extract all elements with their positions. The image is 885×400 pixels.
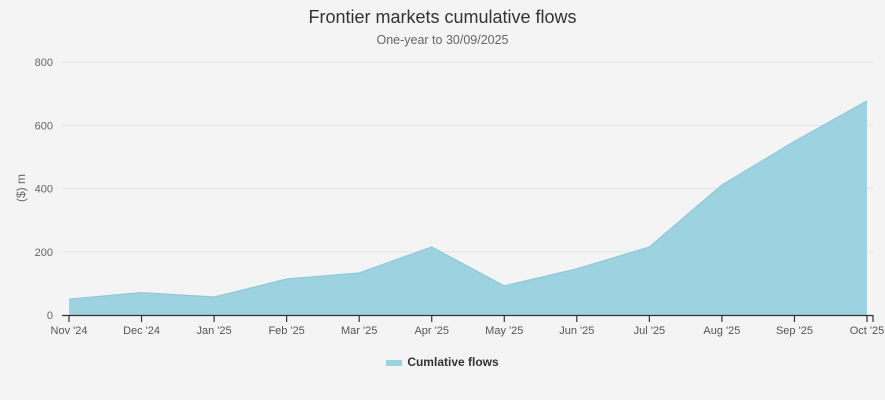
area-series[interactable] bbox=[69, 100, 867, 316]
x-tick-label: Mar '25 bbox=[341, 325, 377, 337]
legend-swatch-icon bbox=[386, 359, 403, 366]
x-tick-label: Sep '25 bbox=[776, 325, 813, 337]
x-tick-label: Oct '25 bbox=[850, 325, 885, 337]
chart-title: Frontier markets cumulative flows bbox=[308, 7, 577, 27]
x-tick-label: Nov '24 bbox=[51, 325, 88, 337]
y-tick-label: 200 bbox=[35, 247, 53, 259]
y-tick-label: 400 bbox=[35, 184, 53, 196]
x-tick-label: Jan '25 bbox=[197, 325, 232, 337]
x-tick-label: May '25 bbox=[485, 325, 523, 337]
y-tick-label: 800 bbox=[35, 57, 53, 69]
y-tick-label: 600 bbox=[35, 120, 53, 132]
x-tick-label: Apr '25 bbox=[414, 325, 449, 337]
x-tick-label: Aug '25 bbox=[703, 325, 740, 337]
x-tick-label: Feb '25 bbox=[268, 325, 304, 337]
legend[interactable]: Cumlative flows bbox=[0, 355, 885, 369]
chart-subtitle: One-year to 30/09/2025 bbox=[376, 33, 509, 47]
x-tick-label: Jun '25 bbox=[559, 325, 594, 337]
area-outline bbox=[68, 100, 868, 300]
x-tick-label: Dec '24 bbox=[123, 325, 160, 337]
legend-label: Cumlative flows bbox=[407, 355, 499, 369]
y-axis-label: ($) m bbox=[14, 174, 28, 202]
x-tick-label: Jul '25 bbox=[634, 325, 665, 337]
y-tick-label: 0 bbox=[47, 310, 53, 322]
